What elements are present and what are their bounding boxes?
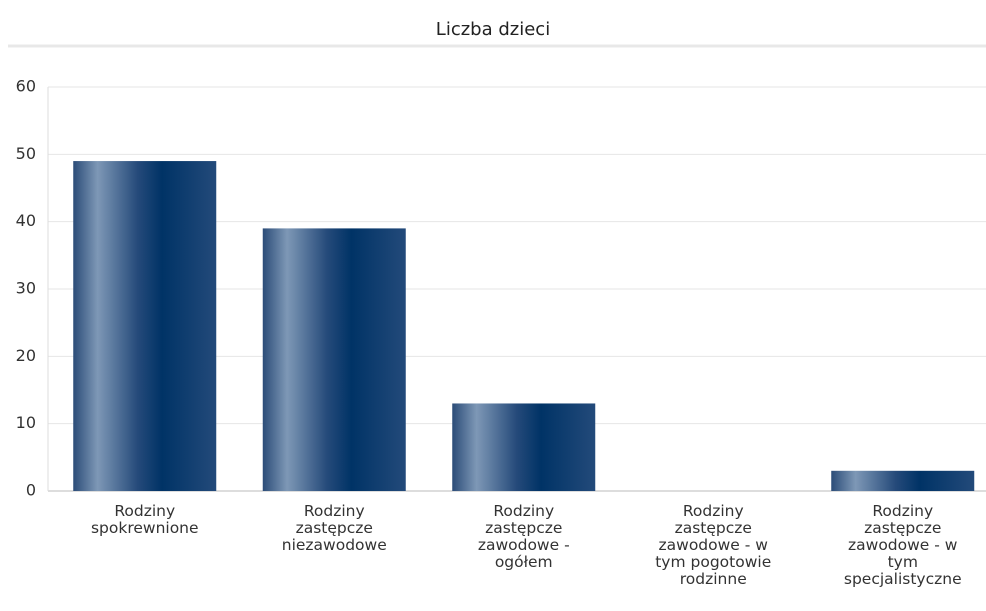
bar (831, 470, 975, 491)
y-tick-label: 60 (16, 77, 36, 96)
bar (73, 161, 217, 492)
y-tick-label: 20 (16, 346, 36, 365)
chart-title: Liczba dzieci (436, 19, 550, 40)
y-tick-label: 40 (16, 211, 36, 230)
x-tick-label: Rodziny zastępcze niezawodowe (281, 502, 387, 554)
bar (262, 228, 406, 491)
y-tick-label: 50 (16, 144, 36, 163)
y-tick-label: 30 (16, 279, 36, 298)
y-tick-label: 0 (26, 481, 36, 500)
bar (452, 403, 596, 491)
y-tick-label: 10 (16, 413, 36, 432)
x-tick-label: Rodziny zastępcze zawodowe - w tym specj… (843, 502, 962, 588)
x-tick-label: Rodziny zastępcze zawodowe - ogółem (477, 502, 570, 571)
x-tick-label: Rodziny spokrewnione (90, 502, 199, 537)
x-tick-label: Rodziny zastępcze zawodowe - w tym pogot… (655, 502, 772, 588)
